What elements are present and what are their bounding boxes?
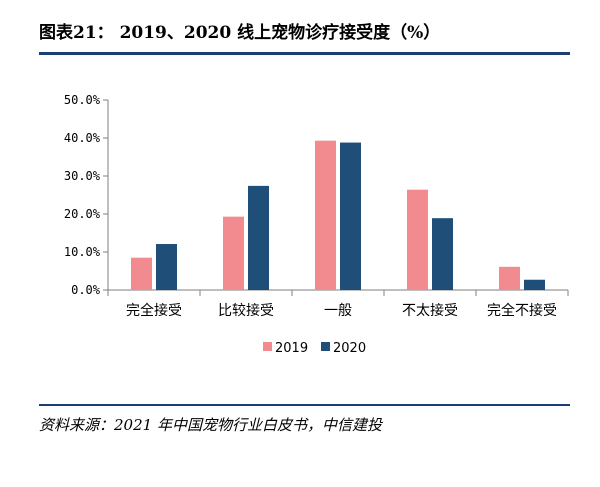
legend-swatch-2020	[321, 342, 330, 351]
bar-2020-3	[340, 142, 361, 290]
title-rule	[39, 52, 570, 55]
bar-2019-2	[223, 216, 244, 290]
bar-2020-1	[156, 244, 177, 290]
x-tick-label: 比较接受	[218, 302, 274, 319]
y-tick-label: 50.0%	[64, 93, 101, 107]
bar-2019-3	[315, 140, 336, 290]
x-tick-label: 一般	[324, 303, 352, 319]
bar-2019-5	[499, 266, 520, 290]
y-tick-label: 40.0%	[64, 131, 101, 145]
y-tick-label: 20.0%	[64, 207, 101, 221]
legend-swatch-2019	[263, 342, 272, 351]
bar-2020-2	[248, 185, 269, 290]
bar-2020-4	[432, 218, 453, 290]
x-tick-label: 完全不接受	[487, 302, 557, 319]
legend-label-2020: 2020	[333, 341, 366, 356]
source-rule	[39, 404, 570, 406]
bar-2020-5	[524, 279, 545, 290]
legend-label-2019: 2019	[275, 341, 308, 356]
bar-2019-4	[407, 189, 428, 290]
bar-2019-1	[131, 257, 152, 290]
chart-title: 图表21： 2019、2020 线上宠物诊疗接受度（%）	[39, 23, 441, 43]
y-tick-label: 10.0%	[64, 245, 101, 259]
x-tick-label: 不太接受	[402, 302, 458, 319]
source-note: 资料来源：2021 年中国宠物行业白皮书，中信建投	[39, 416, 382, 434]
y-tick-label: 30.0%	[64, 169, 101, 183]
y-tick-label: 0.0%	[71, 283, 101, 297]
x-tick-label: 完全接受	[126, 302, 182, 319]
